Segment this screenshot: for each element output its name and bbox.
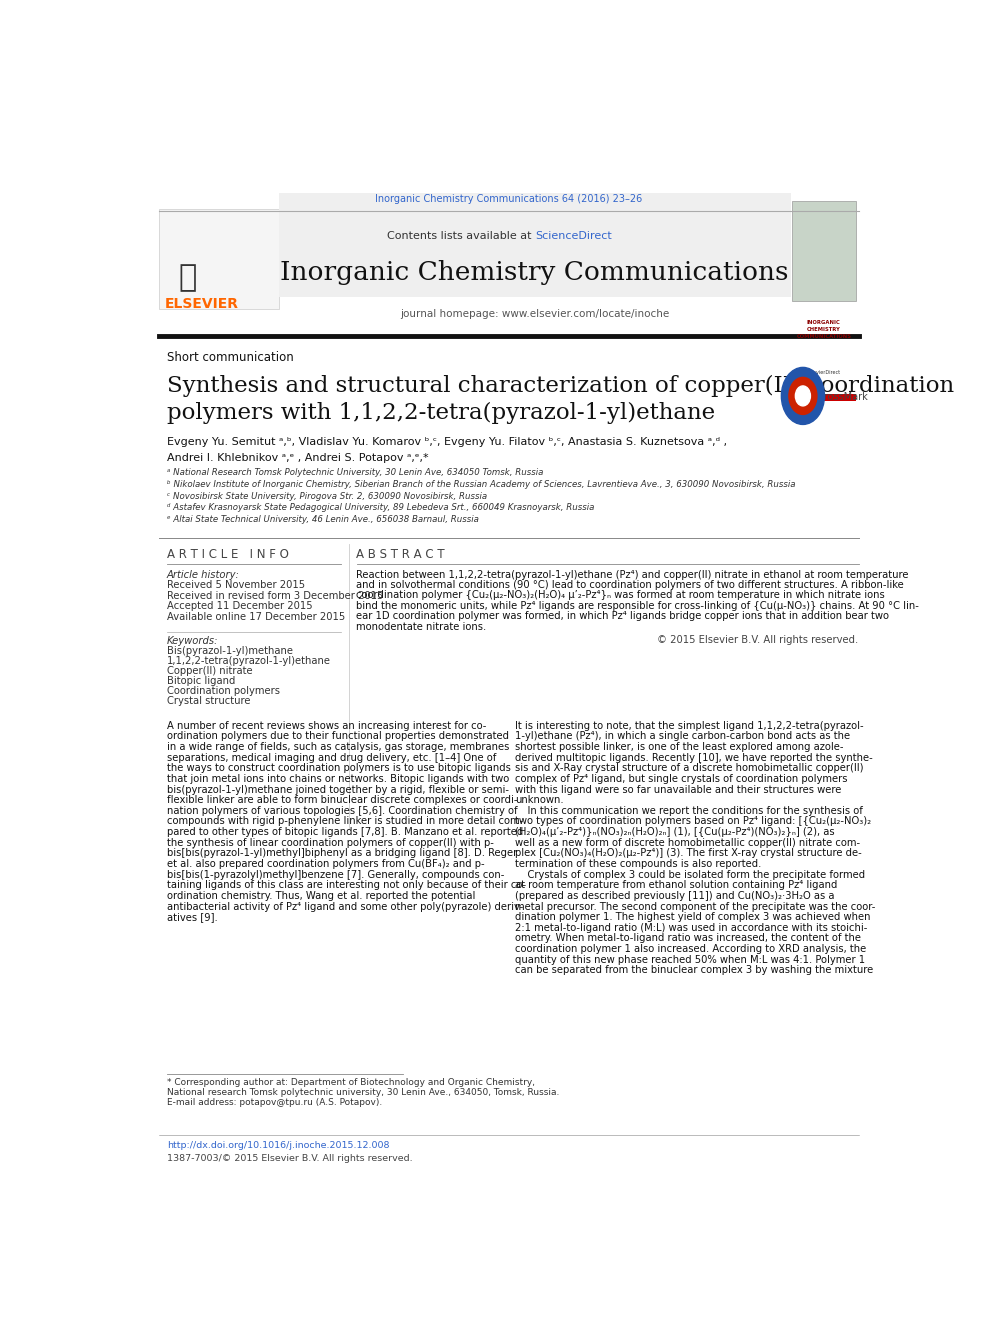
Text: 1-yl)ethane (Pz⁴), in which a single carbon-carbon bond acts as the: 1-yl)ethane (Pz⁴), in which a single car… [516, 732, 850, 741]
Text: and in solvothermal conditions (90 °C) lead to coordination polymers of two diff: and in solvothermal conditions (90 °C) l… [356, 579, 905, 590]
Circle shape [789, 377, 816, 414]
Bar [792, 394, 855, 401]
Text: A R T I C L E   I N F O: A R T I C L E I N F O [167, 548, 289, 561]
Text: separations, medical imaging and drug delivery, etc. [1–4] One of: separations, medical imaging and drug de… [167, 753, 496, 763]
Text: Inorganic Chemistry Communications: Inorganic Chemistry Communications [281, 261, 789, 286]
Text: Reaction between 1,1,2,2-tetra(pyrazol-1-yl)ethane (Pz⁴) and copper(II) nitrate : Reaction between 1,1,2,2-tetra(pyrazol-1… [356, 570, 909, 579]
Text: ometry. When metal-to-ligand ratio was increased, the content of the: ometry. When metal-to-ligand ratio was i… [516, 934, 861, 943]
Text: * Corresponding author at: Department of Biotechnology and Organic Chemistry,: * Corresponding author at: Department of… [167, 1078, 535, 1088]
Text: metal precursor. The second component of the precipitate was the coor-: metal precursor. The second component of… [516, 901, 876, 912]
Text: E-mail address: potapov@tpu.ru (A.S. Potapov).: E-mail address: potapov@tpu.ru (A.S. Pot… [167, 1098, 382, 1107]
Text: ELSEVIER: ELSEVIER [165, 296, 238, 311]
Text: termination of these compounds is also reported.: termination of these compounds is also r… [516, 859, 762, 869]
Text: ᵉ Altai State Technical University, 46 Lenin Ave., 656038 Barnaul, Russia: ᵉ Altai State Technical University, 46 L… [167, 515, 478, 524]
Text: coordination polymer 1 also increased. According to XRD analysis, the: coordination polymer 1 also increased. A… [516, 945, 867, 954]
Text: ordination polymers due to their functional properties demonstrated: ordination polymers due to their functio… [167, 732, 509, 741]
Text: bis[bis(pyrazol-1-yl)methyl]biphenyl as a bridging ligand [8]. D. Reger: bis[bis(pyrazol-1-yl)methyl]biphenyl as … [167, 848, 517, 859]
Text: (H₂O)₄(μ’₂-Pz⁴)}ₙ(NO₃)₂ₙ(H₂O)₂ₙ] (1), [{Cu(μ₂-Pz⁴)(NO₃)₂}ₙ] (2), as: (H₂O)₄(μ’₂-Pz⁴)}ₙ(NO₃)₂ₙ(H₂O)₂ₙ] (1), [{… [516, 827, 835, 837]
Text: Available online 17 December 2015: Available online 17 December 2015 [167, 611, 345, 622]
Text: two types of coordination polymers based on Pz⁴ ligand: [{Cu₂(μ₂-NO₃)₂: two types of coordination polymers based… [516, 816, 872, 827]
Text: Evgeny Yu. Semitut ᵃ,ᵇ, Vladislav Yu. Komarov ᵇ,ᶜ, Evgeny Yu. Filatov ᵇ,ᶜ, Anast: Evgeny Yu. Semitut ᵃ,ᵇ, Vladislav Yu. Ko… [167, 437, 727, 447]
Text: In this communication we report the conditions for the synthesis of: In this communication we report the cond… [516, 806, 863, 816]
Text: 1387-7003/© 2015 Elsevier B.V. All rights reserved.: 1387-7003/© 2015 Elsevier B.V. All right… [167, 1154, 413, 1163]
Text: Copper(II) nitrate: Copper(II) nitrate [167, 665, 252, 676]
Text: that join metal ions into chains or networks. Bitopic ligands with two: that join metal ions into chains or netw… [167, 774, 509, 785]
Text: Keywords:: Keywords: [167, 636, 218, 646]
Text: National research Tomsk polytechnic university, 30 Lenin Ave., 634050, Tomsk, Ru: National research Tomsk polytechnic univ… [167, 1089, 559, 1097]
Text: derived multitopic ligands. Recently [10], we have reported the synthe-: derived multitopic ligands. Recently [10… [516, 753, 873, 763]
Text: coordination polymer {Cu₂(μ₂-NO₃)₂(H₂O)₄ μ’₂-Pz⁴}ₙ was formed at room temperatur: coordination polymer {Cu₂(μ₂-NO₃)₂(H₂O)₄… [356, 590, 885, 601]
Text: bis[bis(1-pyrazolyl)methyl]benzene [7]. Generally, compounds con-: bis[bis(1-pyrazolyl)methyl]benzene [7]. … [167, 869, 504, 880]
Text: INORGANIC
CHEMISTRY
COMMUNICATIONS: INORGANIC CHEMISTRY COMMUNICATIONS [797, 320, 851, 339]
Text: shortest possible linker, is one of the least explored among azole-: shortest possible linker, is one of the … [516, 742, 844, 751]
Text: the synthesis of linear coordination polymers of copper(II) with p-: the synthesis of linear coordination pol… [167, 837, 493, 848]
Text: in a wide range of fields, such as catalysis, gas storage, membranes: in a wide range of fields, such as catal… [167, 742, 509, 751]
Text: bind the monomeric units, while Pz⁴ ligands are responsible for cross-linking of: bind the monomeric units, while Pz⁴ liga… [356, 601, 920, 611]
Text: Contents lists available at: Contents lists available at [387, 230, 535, 241]
Text: Crystal structure: Crystal structure [167, 696, 250, 706]
Text: compounds with rigid p-phenylene linker is studied in more detail com-: compounds with rigid p-phenylene linker … [167, 816, 523, 827]
Text: Andrei I. Khlebnikov ᵃ,ᵉ , Andrei S. Potapov ᵃ,ᵉ,*: Andrei I. Khlebnikov ᵃ,ᵉ , Andrei S. Pot… [167, 452, 429, 463]
Bar [792, 201, 855, 302]
Text: 1,1,2,2-tetra(pyrazol-1-yl)ethane: 1,1,2,2-tetra(pyrazol-1-yl)ethane [167, 656, 330, 665]
Text: bis(pyrazol-1-yl)methane joined together by a rigid, flexible or semi-: bis(pyrazol-1-yl)methane joined together… [167, 785, 509, 795]
Text: ᵈ Astafev Krasnoyarsk State Pedagogical University, 89 Lebedeva Srt., 660049 Kra: ᵈ Astafev Krasnoyarsk State Pedagogical … [167, 503, 594, 512]
Text: Inorganic Chemistry Communications 64 (2016) 23–26: Inorganic Chemistry Communications 64 (2… [375, 193, 642, 204]
Text: Bis(pyrazol-1-yl)methane: Bis(pyrazol-1-yl)methane [167, 646, 293, 656]
Bar [159, 209, 279, 308]
Text: 🌳: 🌳 [179, 263, 196, 292]
Text: http://dx.doi.org/10.1016/j.inoche.2015.12.008: http://dx.doi.org/10.1016/j.inoche.2015.… [167, 1142, 389, 1151]
Text: ElsevierDirect: ElsevierDirect [806, 370, 841, 376]
Text: et al. also prepared coordination polymers from Cu(BF₄)₂ and p-: et al. also prepared coordination polyme… [167, 859, 484, 869]
Text: 2:1 metal-to-ligand ratio (M:L) was used in accordance with its stoichi-: 2:1 metal-to-ligand ratio (M:L) was used… [516, 922, 868, 933]
Text: journal homepage: www.elsevier.com/locate/inoche: journal homepage: www.elsevier.com/locat… [400, 310, 670, 319]
Text: Bitopic ligand: Bitopic ligand [167, 676, 235, 685]
Text: at room temperature from ethanol solution containing Pz⁴ ligand: at room temperature from ethanol solutio… [516, 880, 838, 890]
Circle shape [796, 386, 810, 406]
Text: polymers with 1,1,2,2-tetra(pyrazol-1-yl)ethane: polymers with 1,1,2,2-tetra(pyrazol-1-yl… [167, 402, 715, 423]
Text: plex [Cu₂(NO₃)₄(H₂O)₂(μ₂-Pz⁴)] (3). The first X-ray crystal structure de-: plex [Cu₂(NO₃)₄(H₂O)₂(μ₂-Pz⁴)] (3). The … [516, 848, 862, 859]
Text: © 2015 Elsevier B.V. All rights reserved.: © 2015 Elsevier B.V. All rights reserved… [658, 635, 859, 646]
Text: ᶜ Novosibirsk State University, Pirogova Str. 2, 630090 Novosibirsk, Russia: ᶜ Novosibirsk State University, Pirogova… [167, 492, 487, 500]
Text: atives [9].: atives [9]. [167, 912, 217, 922]
Text: A B S T R A C T: A B S T R A C T [356, 548, 445, 561]
Circle shape [782, 368, 824, 425]
Text: pared to other types of bitopic ligands [7,8]. B. Manzano et al. reported: pared to other types of bitopic ligands … [167, 827, 523, 837]
Text: A number of recent reviews shows an increasing interest for co-: A number of recent reviews shows an incr… [167, 721, 486, 730]
Text: Received in revised form 3 December 2015: Received in revised form 3 December 2015 [167, 591, 383, 601]
Text: It is interesting to note, that the simplest ligand 1,1,2,2-tetra(pyrazol-: It is interesting to note, that the simp… [516, 721, 864, 730]
Text: nation polymers of various topologies [5,6]. Coordination chemistry of: nation polymers of various topologies [5… [167, 806, 517, 816]
Text: ᵇ Nikolaev Institute of Inorganic Chemistry, Siberian Branch of the Russian Acad: ᵇ Nikolaev Institute of Inorganic Chemis… [167, 480, 796, 490]
Text: can be separated from the binuclear complex 3 by washing the mixture: can be separated from the binuclear comp… [516, 966, 874, 975]
Bar [279, 193, 791, 298]
Text: antibacterial activity of Pz⁴ ligand and some other poly(pyrazole) deriv-: antibacterial activity of Pz⁴ ligand and… [167, 901, 523, 912]
Text: with this ligand were so far unavailable and their structures were: with this ligand were so far unavailable… [516, 785, 842, 795]
Text: complex of Pz⁴ ligand, but single crystals of coordination polymers: complex of Pz⁴ ligand, but single crysta… [516, 774, 848, 785]
Text: Received 5 November 2015: Received 5 November 2015 [167, 581, 305, 590]
Text: Coordination polymers: Coordination polymers [167, 685, 280, 696]
Text: (prepared as described previously [11]) and Cu(NO₃)₂·3H₂O as a: (prepared as described previously [11]) … [516, 890, 835, 901]
Text: Synthesis and structural characterization of copper(II) coordination: Synthesis and structural characterizatio… [167, 374, 953, 397]
Text: sis and X-Ray crystal structure of a discrete homobimetallic copper(II): sis and X-Ray crystal structure of a dis… [516, 763, 864, 774]
Text: Crystals of complex 3 could be isolated form the precipitate formed: Crystals of complex 3 could be isolated … [516, 869, 865, 880]
Text: Article history:: Article history: [167, 570, 239, 579]
Text: quantity of this new phase reached 50% when M:L was 4:1. Polymer 1: quantity of this new phase reached 50% w… [516, 955, 865, 964]
Text: Short communication: Short communication [167, 351, 294, 364]
Text: well as a new form of discrete homobimetallic copper(II) nitrate com-: well as a new form of discrete homobimet… [516, 837, 860, 848]
Text: unknown.: unknown. [516, 795, 564, 806]
Text: taining ligands of this class are interesting not only because of their co-: taining ligands of this class are intere… [167, 880, 526, 890]
Text: monodentate nitrate ions.: monodentate nitrate ions. [356, 622, 487, 631]
Text: ScienceDirect: ScienceDirect [535, 230, 611, 241]
Text: CrossMark: CrossMark [817, 393, 868, 402]
Text: ordination chemistry. Thus, Wang et al. reported the potential: ordination chemistry. Thus, Wang et al. … [167, 890, 475, 901]
Text: ᵃ National Research Tomsk Polytechnic University, 30 Lenin Ave, 634050 Tomsk, Ru: ᵃ National Research Tomsk Polytechnic Un… [167, 468, 543, 478]
Text: ear 1D coordination polymer was formed, in which Pz⁴ ligands bridge copper ions : ear 1D coordination polymer was formed, … [356, 611, 890, 620]
Text: dination polymer 1. The highest yield of complex 3 was achieved when: dination polymer 1. The highest yield of… [516, 912, 871, 922]
Text: Accepted 11 December 2015: Accepted 11 December 2015 [167, 601, 312, 611]
Text: the ways to construct coordination polymers is to use bitopic ligands: the ways to construct coordination polym… [167, 763, 511, 774]
Text: flexible linker are able to form binuclear discrete complexes or coordi-: flexible linker are able to form binucle… [167, 795, 517, 806]
